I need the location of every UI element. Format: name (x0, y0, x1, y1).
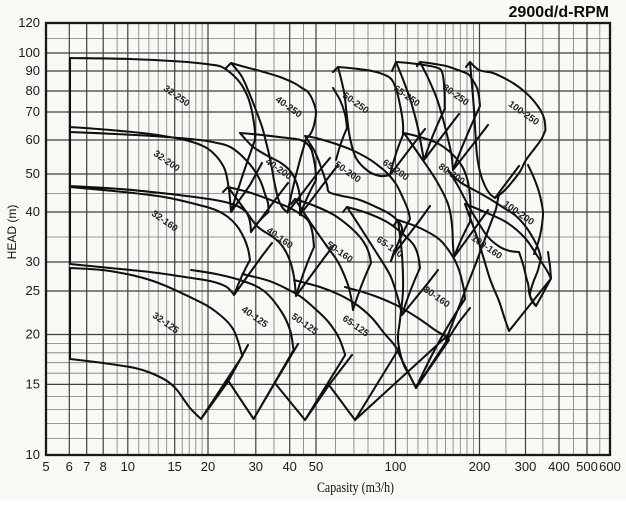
svg-text:2900d/d-RPM: 2900d/d-RPM (509, 4, 609, 21)
svg-text:100: 100 (385, 459, 407, 474)
svg-text:120: 120 (18, 15, 40, 30)
svg-text:90: 90 (26, 63, 40, 78)
svg-text:Capasity (m3/h): Capasity (m3/h) (317, 480, 394, 496)
svg-text:300: 300 (515, 459, 537, 474)
svg-text:600: 600 (599, 459, 621, 474)
svg-text:400: 400 (548, 459, 570, 474)
svg-text:15: 15 (167, 459, 181, 474)
svg-text:20: 20 (26, 327, 40, 342)
svg-text:70: 70 (26, 104, 40, 119)
svg-text:10: 10 (26, 447, 40, 462)
svg-text:80: 80 (26, 83, 40, 98)
svg-text:50: 50 (309, 459, 323, 474)
svg-text:HEAD (m): HEAD (m) (5, 205, 19, 260)
svg-text:50: 50 (26, 166, 40, 181)
svg-text:60: 60 (26, 132, 40, 147)
svg-text:25: 25 (26, 283, 40, 298)
svg-text:5: 5 (42, 459, 49, 474)
svg-text:15: 15 (26, 377, 40, 392)
svg-text:200: 200 (469, 459, 491, 474)
svg-text:7: 7 (83, 459, 90, 474)
svg-text:20: 20 (201, 459, 215, 474)
svg-text:30: 30 (26, 254, 40, 269)
svg-text:6: 6 (66, 459, 73, 474)
svg-text:8: 8 (100, 459, 107, 474)
svg-text:100: 100 (18, 45, 40, 60)
svg-text:40: 40 (26, 204, 40, 219)
svg-text:40: 40 (282, 459, 296, 474)
svg-text:500: 500 (576, 459, 598, 474)
svg-text:30: 30 (249, 459, 263, 474)
svg-text:10: 10 (121, 459, 135, 474)
